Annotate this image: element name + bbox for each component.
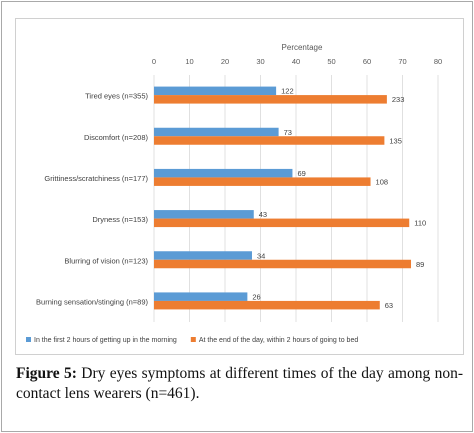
bar-evening: [154, 218, 410, 228]
bar-morning: [154, 292, 248, 301]
category-label: Tired eyes (n=355): [85, 92, 148, 101]
category-label: Discomfort (n=208): [84, 133, 148, 142]
x-axis-title: Percentage: [282, 43, 323, 52]
x-tick-label: 40: [292, 57, 300, 66]
data-label: 89: [416, 260, 424, 269]
bar-evening: [154, 95, 387, 104]
chart-container: Percentage 0 10 20 30 40 50 60 70 80 Tired eyes (n…: [15, 18, 464, 355]
x-tick-label: 60: [363, 57, 371, 66]
figure-label: Figure 5:: [16, 365, 77, 382]
figure-caption: Figure 5: Dry eyes symptoms at different…: [16, 364, 463, 404]
bar-morning: [154, 168, 293, 178]
x-tick-label: 80: [434, 57, 442, 66]
data-label: 73: [284, 128, 292, 137]
bar-morning: [154, 127, 279, 137]
bar-morning: [154, 251, 252, 260]
category-label: Dryness (n=153): [92, 215, 148, 224]
category-label: Blurring of vision (n=123): [64, 256, 148, 265]
x-tick-label: 50: [327, 57, 335, 66]
bar-evening: [154, 259, 412, 269]
figure-caption-text: Dry eyes symptoms at different times of …: [16, 365, 463, 402]
category-label: Grittiness/scratchiness (n=177): [44, 174, 148, 183]
bar-morning: [154, 210, 254, 219]
data-label: 43: [259, 210, 267, 219]
x-tick-label: 0: [152, 57, 156, 66]
bar-morning: [154, 86, 277, 96]
data-label: 108: [376, 177, 389, 186]
data-label: 63: [385, 301, 393, 310]
legend-label: In the first 2 hours of getting up in th…: [34, 337, 177, 344]
x-tick-label: 10: [185, 57, 193, 66]
data-label: 122: [281, 87, 294, 96]
bar-evening: [154, 300, 380, 310]
x-tick-label: 30: [256, 57, 264, 66]
data-label: 110: [414, 219, 426, 228]
category-label: Burning sensation/stinging (n=89): [36, 297, 148, 306]
data-label: 233: [392, 95, 405, 104]
legend-swatch: [190, 337, 196, 342]
bar-chart: Percentage 0 10 20 30 40 50 60 70 80 Tired eyes (n…: [26, 43, 442, 344]
x-tick-label: 70: [398, 57, 406, 66]
bar-evening: [154, 136, 385, 145]
data-label: 135: [389, 136, 402, 145]
data-label: 34: [257, 251, 265, 260]
data-label: 26: [252, 292, 260, 301]
legend-swatch: [26, 337, 31, 342]
data-label: 69: [297, 169, 305, 178]
x-tick-label: 20: [221, 57, 229, 66]
bar-evening: [154, 177, 371, 186]
legend-label: At the end of the day, within 2 hours of…: [199, 337, 359, 344]
